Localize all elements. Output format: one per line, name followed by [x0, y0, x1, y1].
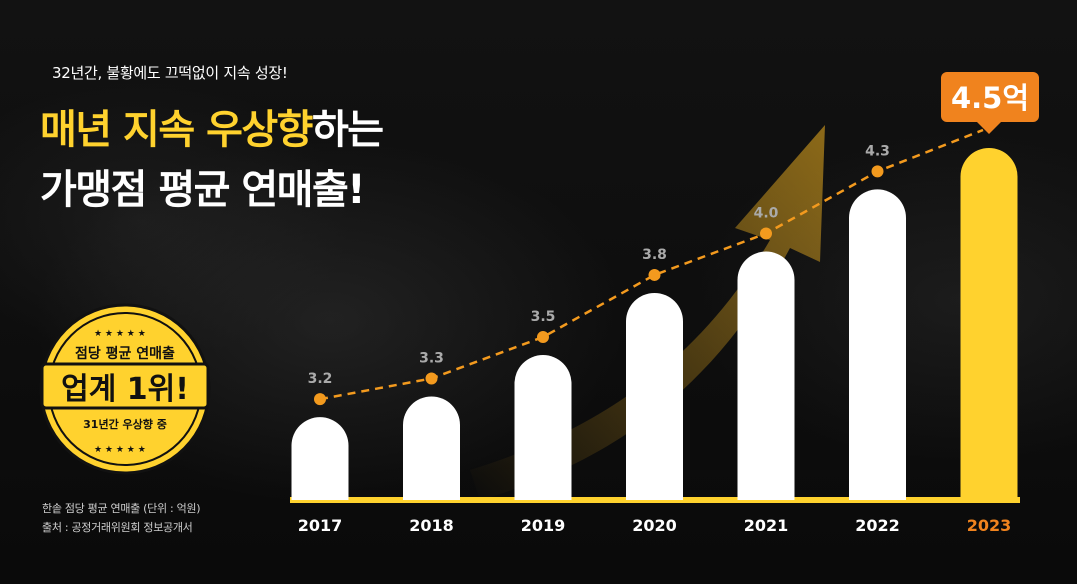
bar-2018: [403, 396, 460, 500]
bar-2023: [960, 148, 1018, 500]
x-label-2023: 2023: [967, 516, 1012, 535]
value-label-2021: 4.0: [754, 206, 779, 222]
seal-stars: ★ ★ ★ ★ ★ ★ ★ ★ ★ ★: [94, 329, 146, 455]
bar-2022: [849, 189, 906, 501]
value-label-2020: 3.8: [642, 247, 667, 263]
seal-top-text: 점당 평균 연매출: [75, 345, 175, 362]
svg-text:★ ★ ★ ★ ★: ★ ★ ★ ★ ★: [94, 445, 146, 455]
marker-2018: [425, 372, 438, 385]
highlight-callout: 4.5억: [941, 72, 1039, 134]
trend-markers: [314, 165, 884, 406]
headline: 매년 지속 우상향하는 가맹점 평균 연매출!: [40, 100, 384, 220]
value-label-2018: 3.3: [419, 350, 444, 366]
x-label-2022: 2022: [855, 516, 900, 535]
headline-line-1: 매년 지속 우상향하는: [40, 100, 384, 160]
svg-text:★ ★ ★ ★ ★: ★ ★ ★ ★ ★: [94, 329, 146, 339]
headline-highlight-b: 우상향: [206, 107, 313, 153]
bar-2017: [291, 417, 349, 500]
marker-2017: [314, 393, 326, 406]
value-labels: 3.2 3.3 3.5 3.8 4.0 4.3: [308, 143, 890, 387]
seal-banner: [40, 362, 210, 410]
marker-2019: [537, 331, 549, 344]
growth-arrow-decoration: [470, 125, 825, 500]
ranking-seal-badge: ★ ★ ★ ★ ★ ★ ★ ★ ★ ★ 점당 평균 연매출 업계 1위! 31년…: [39, 303, 211, 475]
marker-2020: [648, 268, 661, 281]
marker-2022: [871, 165, 884, 178]
value-label-2022: 4.3: [865, 143, 890, 159]
x-label-2018: 2018: [409, 516, 454, 535]
seal-bottom-text: 31년간 우상향 중: [83, 417, 167, 431]
x-label-2017: 2017: [298, 516, 343, 535]
headline-line-2: 가맹점 평균 연매출!: [40, 167, 365, 213]
x-label-2019: 2019: [521, 516, 566, 535]
headline-rest: 하는: [311, 107, 384, 153]
seal-main-text: 업계 1위!: [61, 372, 189, 407]
x-axis-labels: 2017 2018 2019 2020 2021 2022 2023: [298, 516, 1012, 535]
source-unit-note: 한솥 점당 평균 연매출 (단위 : 억원): [42, 502, 201, 515]
x-label-2021: 2021: [744, 516, 789, 535]
bar-2021: [737, 251, 795, 500]
callout-pointer: [977, 122, 1001, 134]
value-label-2019: 3.5: [531, 309, 556, 325]
source-citation: 출처 : 공정거래위원회 정보공개서: [42, 521, 193, 534]
x-label-2020: 2020: [632, 516, 677, 535]
tagline: 32년간, 불황에도 끄떡없이 지속 성장!: [52, 64, 288, 82]
callout-box: [941, 72, 1039, 122]
marker-2021: [760, 227, 772, 240]
bars-group: [291, 148, 1018, 501]
bar-2020: [626, 292, 683, 500]
headline-highlight-a: 매년 지속: [40, 107, 195, 153]
value-label-2017: 3.2: [308, 371, 333, 387]
callout-value: 4.5억: [951, 81, 1029, 115]
bar-2019: [514, 355, 572, 500]
